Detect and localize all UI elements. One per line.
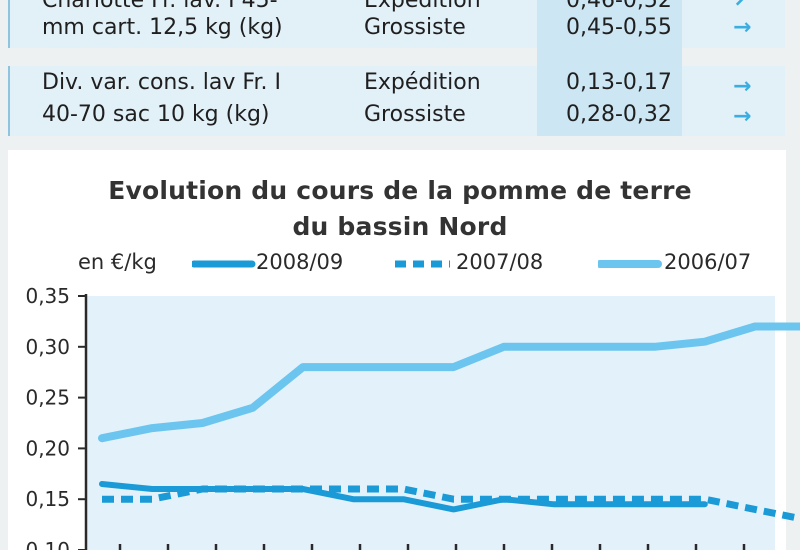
price-range: 0,13-0,17	[566, 70, 672, 95]
legend-swatch-solid	[192, 260, 256, 268]
y-tick-label: 0,25	[25, 386, 70, 410]
legend-swatch-dashed	[395, 260, 450, 268]
product-name: Div. var. cons. lav Fr. I	[42, 70, 281, 95]
legend-swatch-light	[598, 260, 662, 268]
price-range: 0,28-0,32	[566, 102, 672, 127]
legend-item-2006-07: 2006/07	[598, 250, 798, 278]
product-name: mm cart. 12,5 kg (kg)	[42, 15, 283, 40]
y-tick-label: 0,30	[25, 335, 70, 359]
legend-label: 2008/09	[256, 250, 344, 274]
y-tick-label: 0,10	[25, 538, 70, 550]
right-arrow-icon: →	[733, 74, 752, 99]
y-tick-label: 0,35	[25, 284, 70, 308]
legend-item-2007-08: 2007/08	[392, 250, 592, 278]
product-name: Charlotte Fr. lav. I 45-	[42, 0, 278, 13]
series-line-2006-07	[98, 322, 800, 443]
chart-subtitle: du bassin Nord	[292, 212, 508, 241]
y-tick-label: 0,20	[25, 436, 70, 460]
price-range: 0,45-0,55	[566, 15, 672, 40]
y-tick-label: 0,15	[25, 487, 70, 511]
market-stage: Grossiste	[364, 15, 466, 40]
legend-label: 2006/07	[664, 250, 752, 274]
market-stage: Grossiste	[364, 102, 466, 127]
up-arrow-icon: ↗	[733, 0, 752, 13]
right-arrow-icon: →	[733, 15, 752, 40]
right-arrow-icon: →	[733, 104, 752, 129]
chart-title: Evolution du cours de la pomme de terre	[108, 176, 692, 205]
market-stage: Expédition	[364, 0, 481, 13]
series-line-2008-09	[99, 481, 708, 513]
price-table: Charlotte Fr. lav. I 45- mm cart. 12,5 k…	[0, 0, 800, 140]
price-column	[537, 0, 682, 136]
product-name: 40-70 sac 10 kg (kg)	[42, 102, 270, 127]
legend-label: 2007/08	[456, 250, 544, 274]
price-range: 0,46-0,52	[566, 0, 672, 13]
market-stage: Expédition	[364, 70, 481, 95]
legend-item-2008-09: 2008/09	[192, 250, 392, 278]
y-axis-label: en €/kg	[78, 250, 157, 274]
